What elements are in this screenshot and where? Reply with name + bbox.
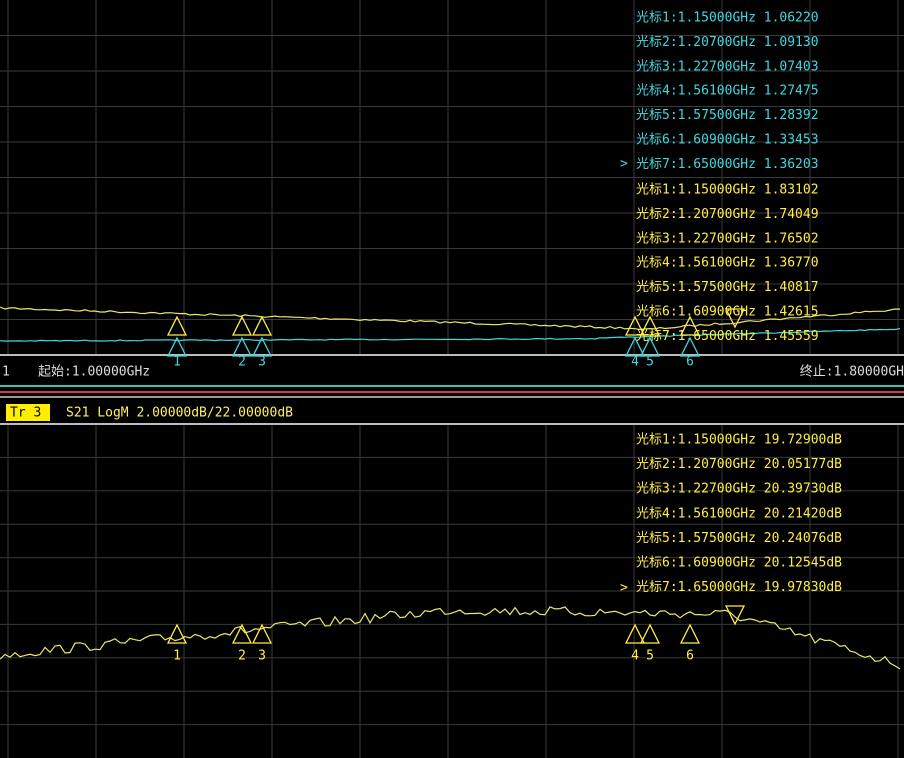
marker-readout: 光标7:1.65000GHz 1.45559 (636, 329, 819, 344)
marker-triangle (166, 336, 188, 357)
active-indicator: > (620, 581, 628, 596)
marker-label: 5 (646, 355, 654, 370)
trace-yellow (0, 306, 901, 331)
marker-triangle (166, 623, 188, 644)
marker-triangle (724, 605, 746, 626)
marker-readout: 光标6:1.60900GHz 20.12545dB (636, 556, 842, 571)
marker-readout: 光标3:1.22700GHz 20.39730dB (636, 482, 842, 497)
marker-readout: 光标7:1.65000GHz 19.97830dB (636, 580, 842, 595)
marker-readout: 光标3:1.22700GHz 1.07403 (636, 59, 819, 74)
marker-readout: 光标2:1.20700GHz 1.74049 (636, 207, 819, 222)
marker-label: 4 (631, 355, 639, 370)
marker-label: 1 (173, 355, 181, 370)
channel: 1 (2, 365, 10, 380)
trace-cyan (0, 328, 901, 342)
marker-readout: 光标2:1.20700GHz 20.05177dB (636, 457, 842, 472)
trace-tag: Tr 3 (10, 406, 41, 421)
marker-readout: 光标7:1.65000GHz 1.36203 (636, 157, 819, 172)
marker-label: 3 (258, 355, 266, 370)
marker-readout: 光标4:1.56100GHz 20.21420dB (636, 506, 842, 521)
marker-label: 5 (646, 649, 654, 664)
marker-triangle (724, 308, 746, 329)
stop-freq: 终止:1.80000GH (800, 364, 904, 380)
marker-triangle (679, 336, 701, 357)
marker-label: 6 (686, 355, 694, 370)
marker-readout: 光标2:1.20700GHz 1.09130 (636, 35, 819, 50)
marker-triangle (639, 315, 661, 336)
marker-triangle (624, 336, 646, 357)
marker-triangle (251, 315, 273, 336)
marker-triangle (251, 623, 273, 644)
marker-triangle (679, 623, 701, 644)
trace-s21 (0, 606, 901, 670)
start-freq: 起始:1.00000GHz (38, 365, 150, 380)
marker-triangle (679, 315, 701, 336)
marker-readout: 光标5:1.57500GHz 1.28392 (636, 108, 819, 123)
marker-label: 3 (258, 649, 266, 664)
marker-readout: 光标3:1.22700GHz 1.76502 (636, 231, 819, 246)
marker-readout: 光标6:1.60900GHz 1.33453 (636, 133, 819, 148)
marker-readout: 光标1:1.15000GHz 19.72900dB (636, 433, 842, 448)
marker-label: 2 (238, 649, 246, 664)
trace-info: S21 LogM 2.00000dB/22.00000dB (66, 406, 293, 421)
marker-triangle (624, 623, 646, 644)
marker-triangle (639, 623, 661, 644)
marker-triangle (624, 315, 646, 336)
marker-label: 6 (686, 649, 694, 664)
active-indicator: > (620, 157, 628, 172)
marker-label: 2 (238, 355, 246, 370)
marker-triangle (231, 336, 253, 357)
marker-triangle (639, 336, 661, 357)
marker-triangle (231, 623, 253, 644)
marker-readout: 光标4:1.56100GHz 1.27475 (636, 84, 819, 99)
marker-readout: 光标1:1.15000GHz 1.06220 (636, 11, 819, 26)
marker-triangle (251, 336, 273, 357)
marker-readout: 光标1:1.15000GHz 1.83102 (636, 183, 819, 198)
marker-readout: 光标5:1.57500GHz 1.40817 (636, 280, 819, 295)
marker-readout: 光标4:1.56100GHz 1.36770 (636, 256, 819, 271)
trace-tag-box (6, 404, 50, 421)
marker-triangle (231, 315, 253, 336)
marker-label: 4 (631, 649, 639, 664)
marker-readout: 光标5:1.57500GHz 20.24076dB (636, 531, 842, 546)
marker-triangle (166, 315, 188, 336)
marker-label: 1 (173, 649, 181, 664)
